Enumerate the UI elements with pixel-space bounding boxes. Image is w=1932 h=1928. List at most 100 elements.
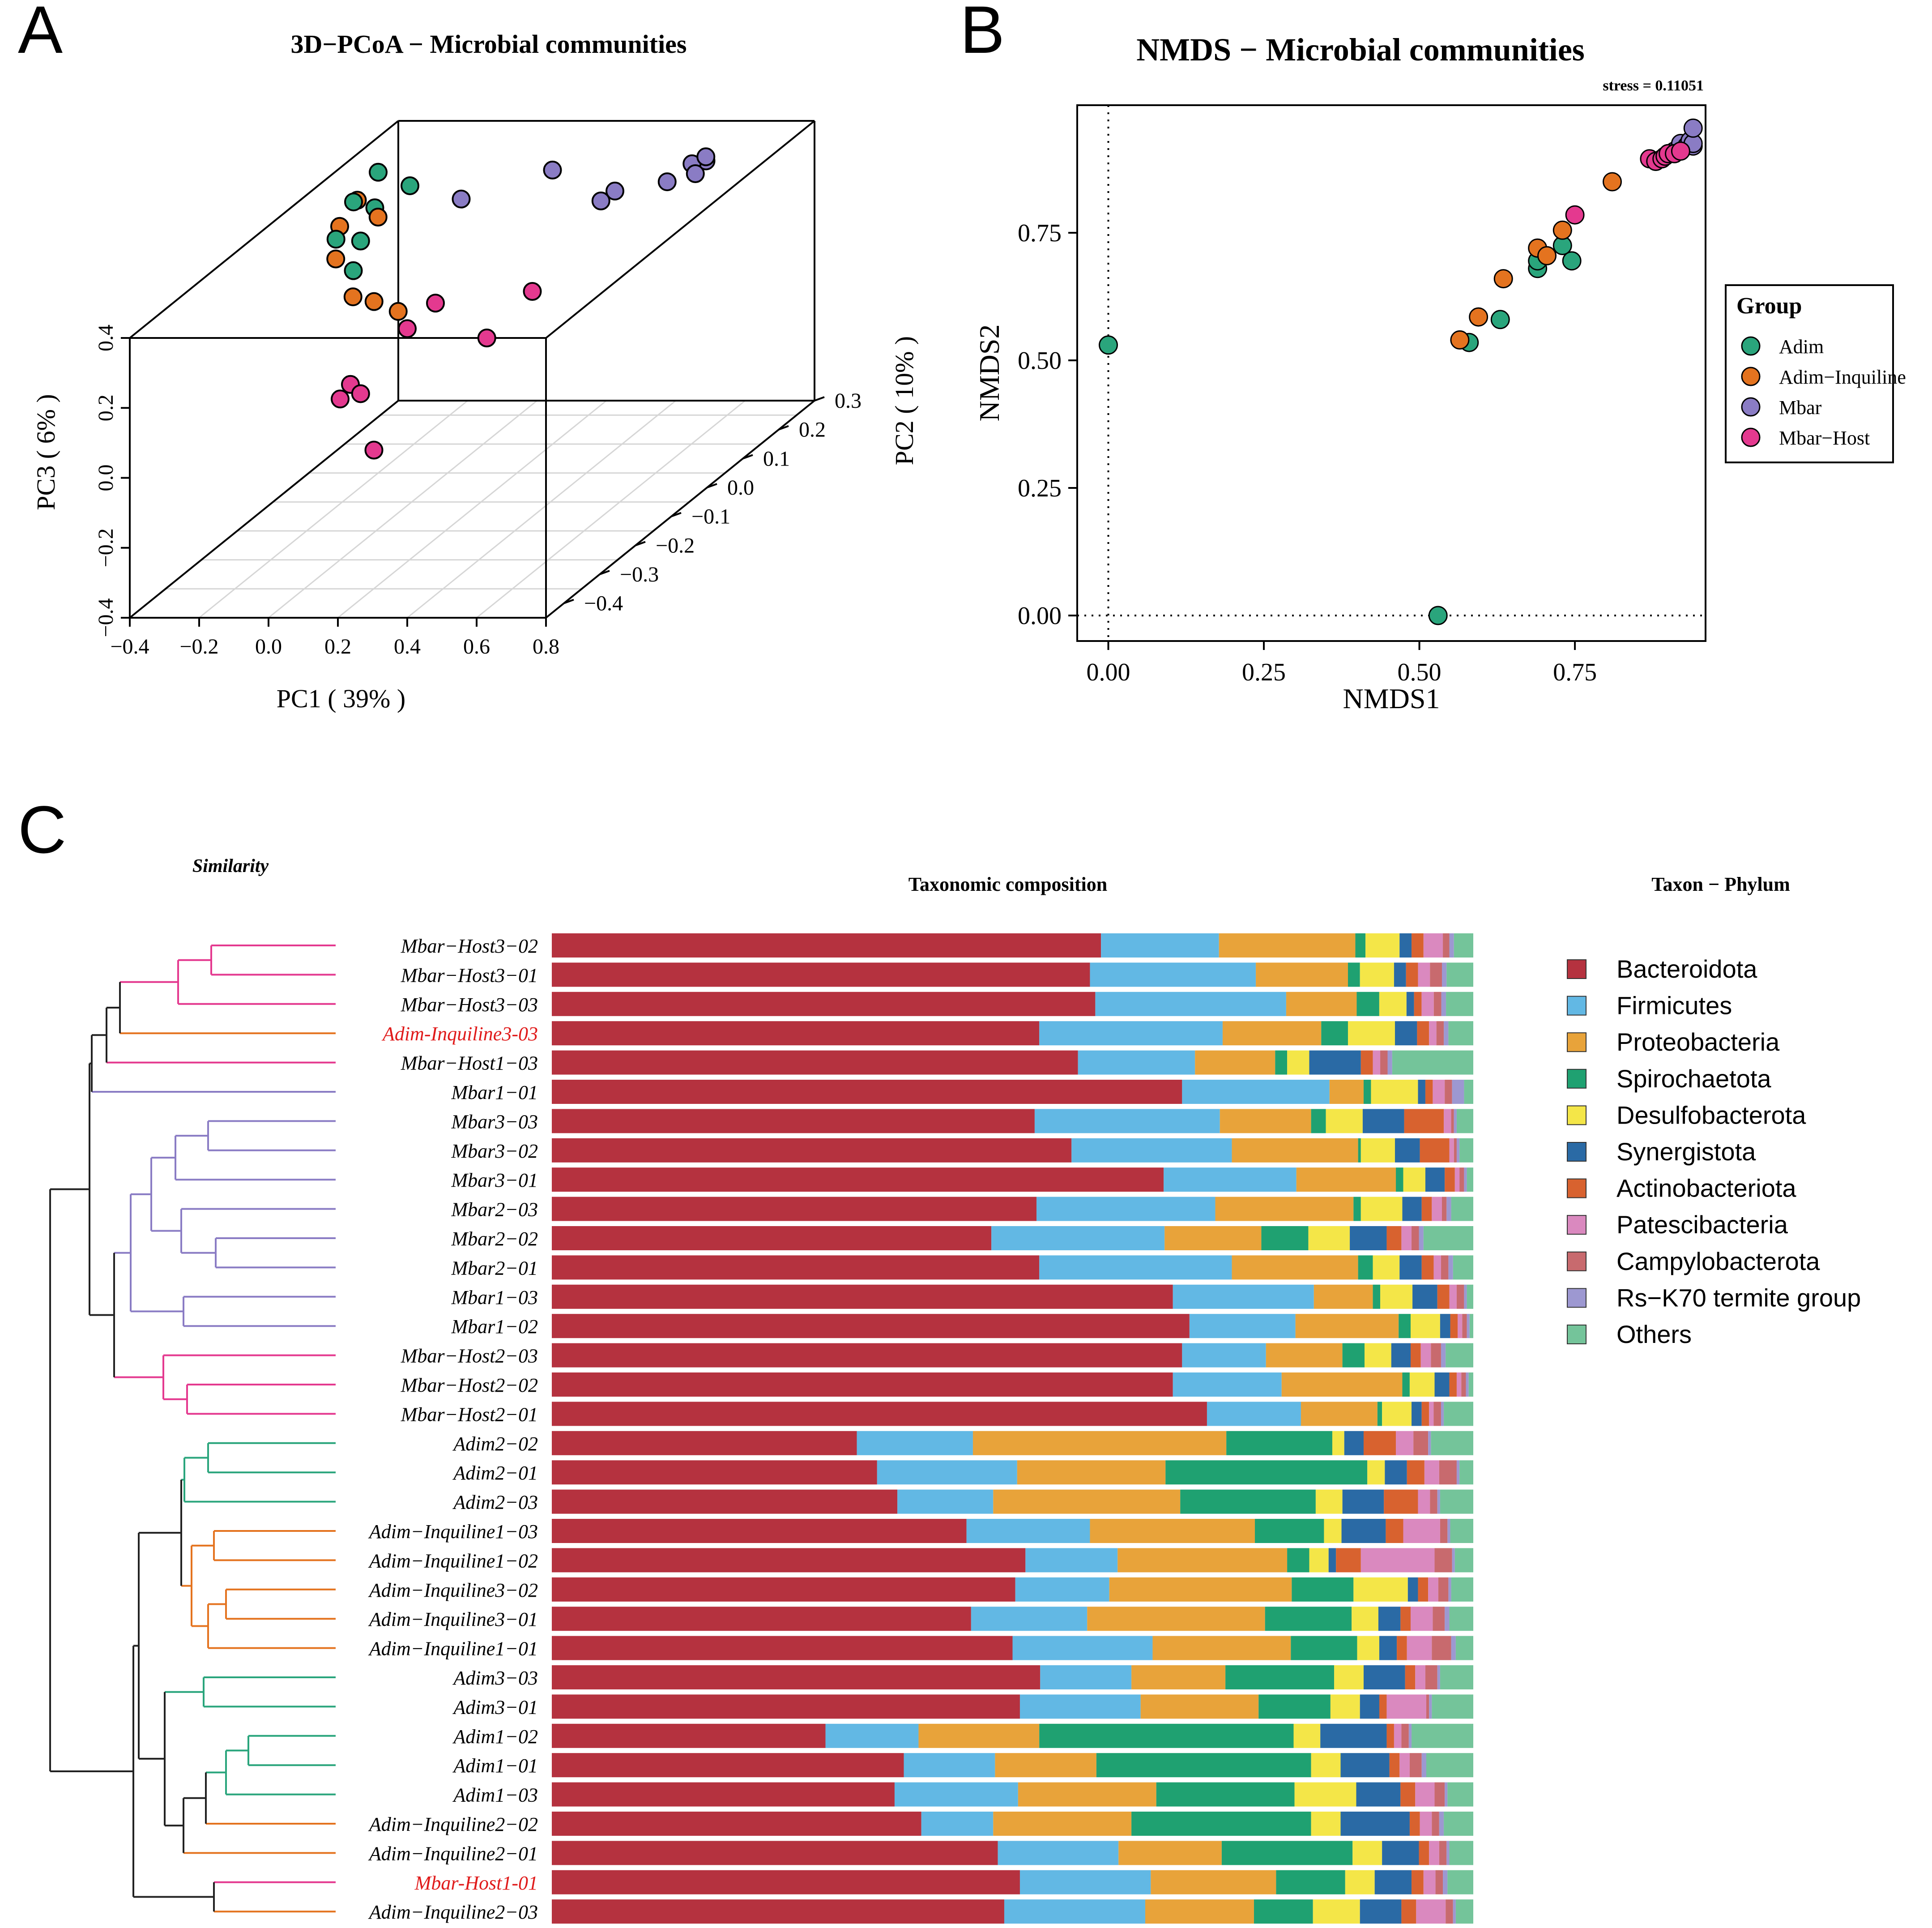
- point-adiminquiline: [1450, 330, 1470, 350]
- bar-segment-others: [1446, 992, 1473, 1016]
- bar-segment-actinobacteriota: [1421, 1402, 1429, 1426]
- bar-segment-synergistota: [1425, 1167, 1445, 1192]
- y-tick-label: −0.2: [656, 534, 695, 557]
- bar-segment-actinobacteriota: [1407, 1460, 1424, 1485]
- x-tick-label: 0.2: [324, 635, 351, 658]
- bar-segment-others: [1444, 1402, 1473, 1426]
- point-adim: [351, 231, 370, 251]
- bar-segment-campylobacterota: [1439, 1841, 1447, 1865]
- bar-segment-rsk70termitegroup: [1429, 1694, 1432, 1719]
- bar-segment-rsk70termitegroup: [1449, 933, 1454, 958]
- bar-segment-desulfobacterota: [1379, 992, 1407, 1016]
- bar-segment-proteobacteria: [1266, 1343, 1343, 1368]
- sample-label: Mbar2−03: [451, 1199, 538, 1221]
- legend-marker: [1741, 427, 1761, 447]
- sample-label: Adim1−01: [452, 1755, 538, 1777]
- bar-segment-proteobacteria: [1117, 1548, 1288, 1573]
- bar-segment-proteobacteria: [995, 1753, 1096, 1778]
- bar-segment-others: [1454, 933, 1473, 958]
- sample-label: Adim1−03: [452, 1784, 538, 1806]
- bar-segment-actinobacteriota: [1361, 1050, 1373, 1075]
- bar-segment-campylobacterota: [1425, 1665, 1437, 1689]
- bar-segment-actinobacteriota: [1379, 1694, 1387, 1719]
- panel-label-a: A: [18, 0, 63, 67]
- point-adiminquiline: [1537, 246, 1557, 265]
- bar-segment-rsk70termitegroup: [1446, 1197, 1451, 1221]
- tick-mark: [563, 598, 574, 604]
- panel-c-title: Taxonomic composition: [908, 873, 1108, 895]
- bar-segment-campylobacterota: [1440, 1519, 1448, 1543]
- bar-segment-spirochaetota: [1311, 1109, 1326, 1133]
- bar-segment-proteobacteria: [1301, 1402, 1378, 1426]
- bar-segment-campylobacterota: [1413, 1431, 1429, 1455]
- bar-segment-patescibacteria: [1386, 1694, 1426, 1719]
- point-mbar: [696, 147, 716, 167]
- bar-segment-proteobacteria: [1087, 1607, 1265, 1631]
- tick-mark: [635, 541, 646, 547]
- bar-segment-synergistota: [1402, 1197, 1422, 1221]
- bar-segment-spirochaetota: [1363, 1080, 1371, 1104]
- bar-segment-firmicutes: [1071, 1138, 1232, 1163]
- y-tick-label: 0.75: [1018, 219, 1062, 247]
- bar-segment-actinobacteriota: [1418, 1577, 1429, 1602]
- bar-segment-proteobacteria: [1329, 1080, 1364, 1104]
- bar-segment-others: [1455, 1899, 1473, 1924]
- bar-segment-actinobacteriota: [1405, 1665, 1416, 1689]
- bar-segment-desulfobacterota: [1324, 1519, 1342, 1543]
- bar-segment-campylobacterota: [1380, 1050, 1388, 1075]
- bar-segment-firmicutes: [1034, 1109, 1220, 1133]
- panel-a-zlabel: PC3 ( 6% ): [31, 394, 60, 510]
- tick-mark: [814, 396, 825, 402]
- bar-segment-proteobacteria: [993, 1812, 1132, 1836]
- bar-segment-proteobacteria: [993, 1489, 1181, 1514]
- point-mbarhost: [364, 440, 384, 460]
- sample-label: Mbar3−01: [451, 1169, 538, 1191]
- panel-c-sample-labels: Mbar−Host3−02 Mbar−Host3−01 Mbar−Host3−03 A…: [368, 935, 538, 1923]
- bar-segment-spirochaetota: [1377, 1402, 1382, 1426]
- point-mbarhost: [331, 389, 350, 409]
- sample-label: Mbar−Host3−01: [401, 964, 538, 986]
- bar-segment-desulfobacterota: [1353, 1577, 1408, 1602]
- point-mbar: [452, 189, 471, 209]
- bar-segment-rsk70termitegroup: [1446, 1841, 1450, 1865]
- bar-segment-firmicutes: [1101, 933, 1219, 958]
- bar-segment-campylobacterota: [1442, 1197, 1447, 1221]
- bar-segment-patescibacteria: [1421, 992, 1434, 1016]
- bar-segment-others: [1469, 1314, 1473, 1338]
- bar-segment-patescibacteria: [1396, 1431, 1414, 1455]
- bar-segment-rsk70termitegroup: [1456, 1138, 1460, 1163]
- legend-label: Proteobacteria: [1616, 1028, 1780, 1056]
- legend-swatch: [1567, 1032, 1587, 1052]
- bar-segment-actinobacteriota: [1437, 1284, 1450, 1309]
- sample-label: Adim1−02: [452, 1726, 538, 1748]
- bar-segment-bacteroidota: [552, 1460, 877, 1485]
- bar-segment-campylobacterota: [1438, 1577, 1449, 1602]
- sample-label: Mbar−Host2−02: [401, 1374, 538, 1396]
- cube-edge: [129, 400, 399, 619]
- legend-swatch: [1567, 1251, 1587, 1271]
- panel-a-bounding-box: [129, 120, 815, 619]
- bar-segment-rsk70termitegroup: [1408, 1723, 1412, 1748]
- y-tick-label: 0.3: [835, 389, 862, 413]
- bar-segment-rsk70termitegroup: [1441, 992, 1446, 1016]
- bar-segment-synergistota: [1418, 1080, 1425, 1104]
- bar-segment-bacteroidota: [552, 1636, 1013, 1660]
- bar-segment-firmicutes: [1173, 1284, 1314, 1309]
- bar-segment-campylobacterota: [1430, 1489, 1437, 1514]
- bar-segment-bacteroidota: [552, 933, 1101, 958]
- bar-segment-desulfobacterota: [1409, 1372, 1435, 1397]
- bar-segment-patescibacteria: [1407, 1636, 1432, 1660]
- sample-label: Adim−Inquiline1−03: [368, 1521, 538, 1543]
- bar-segment-rsk70termitegroup: [1452, 1548, 1455, 1573]
- grid-line-x: [337, 400, 607, 619]
- bar-segment-spirochaetota: [1353, 1197, 1361, 1221]
- panel-a-3d-pcoa: 3D−PCoA − Microbial communities −0.4 −0.2…: [31, 30, 919, 713]
- bar-segment-others: [1451, 1197, 1473, 1221]
- legend-label: Firmicutes: [1616, 992, 1732, 1020]
- point-mbarhost: [351, 384, 370, 403]
- bar-segment-spirochaetota: [1355, 933, 1366, 958]
- bar-segment-desulfobacterota: [1357, 1636, 1379, 1660]
- point-adim: [1428, 606, 1448, 625]
- bar-segment-rsk70termitegroup: [1456, 1460, 1460, 1485]
